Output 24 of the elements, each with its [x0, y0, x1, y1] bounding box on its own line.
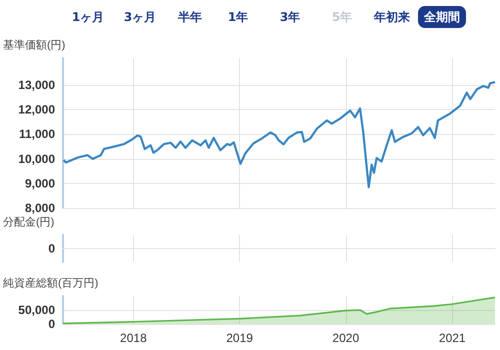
y-axis-title: 純資産総額(百万円): [3, 276, 98, 290]
text: 年初来: [372, 9, 411, 26]
y-axis-title: 基準価額(円): [3, 38, 66, 52]
y-tick-label: 8,000: [24, 201, 56, 215]
text: 3ヶ月: [122, 9, 158, 26]
text: 3年: [278, 9, 302, 26]
text: 1年: [226, 9, 250, 26]
y-tick-label: 9,000: [24, 176, 56, 190]
x-tick-label: 2020: [332, 331, 360, 345]
y-tick-label: 50,000: [18, 303, 56, 317]
y-tick-label: 12,000: [18, 102, 56, 117]
text: 分配金(円): [3, 216, 54, 228]
text: 1ヶ月: [70, 9, 106, 26]
x-tick-label: 2019: [226, 331, 254, 345]
y-tick-label: 11,000: [18, 127, 56, 142]
y-tick-label: 13,000: [18, 78, 56, 92]
text: 5年: [330, 9, 354, 26]
y-tick-label: 0: [48, 317, 56, 331]
text: 全期間: [418, 6, 466, 28]
y-tick-label: 10,000: [18, 152, 56, 166]
x-tick-label: 2021: [438, 331, 466, 345]
text: 半年: [177, 9, 203, 26]
line-series: [62, 81, 496, 188]
x-tick-label: 2018: [120, 331, 148, 345]
